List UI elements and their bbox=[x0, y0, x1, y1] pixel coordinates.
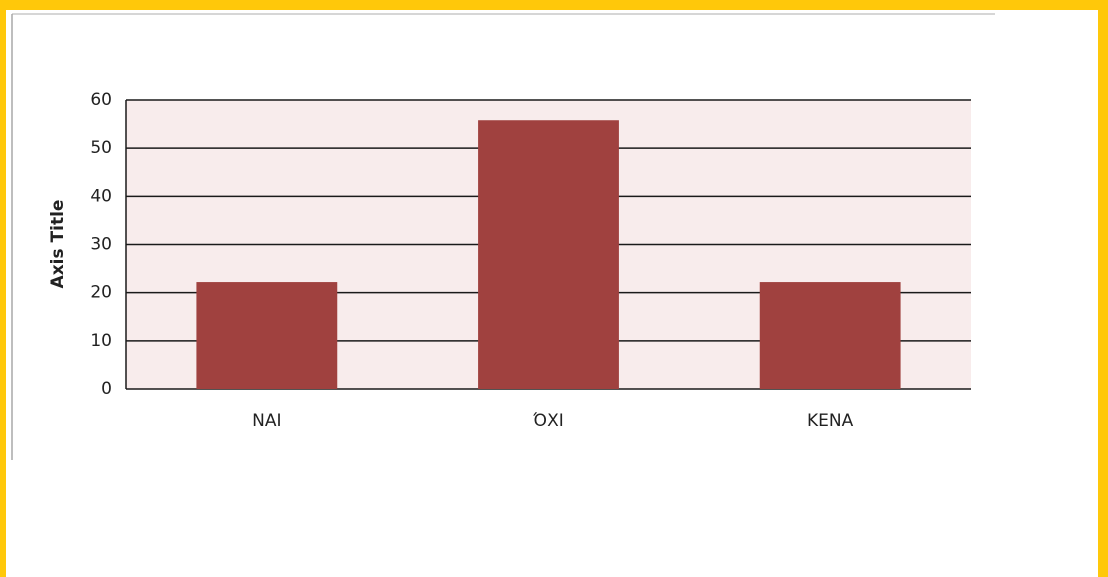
y-tick-label: 20 bbox=[90, 283, 112, 303]
x-tick-label: ΌΧΙ bbox=[532, 411, 563, 431]
frame-top bbox=[0, 0, 1108, 10]
y-tick-label: 30 bbox=[90, 235, 112, 255]
bar bbox=[196, 282, 338, 389]
y-tick-label: 40 bbox=[90, 186, 112, 206]
x-tick-label: ΚΕΝΑ bbox=[807, 411, 854, 431]
frame-right bbox=[1098, 0, 1108, 577]
y-tick-label: 50 bbox=[90, 138, 112, 158]
y-tick-label: 10 bbox=[90, 331, 112, 351]
y-tick-label: 0 bbox=[101, 379, 112, 399]
y-tick-label: 60 bbox=[90, 90, 112, 110]
bar bbox=[759, 282, 901, 389]
y-axis-title: Axis Title bbox=[48, 200, 68, 289]
frame-left bbox=[0, 0, 6, 577]
x-tick-label: ΝΑΙ bbox=[252, 411, 281, 431]
bar bbox=[478, 120, 619, 389]
